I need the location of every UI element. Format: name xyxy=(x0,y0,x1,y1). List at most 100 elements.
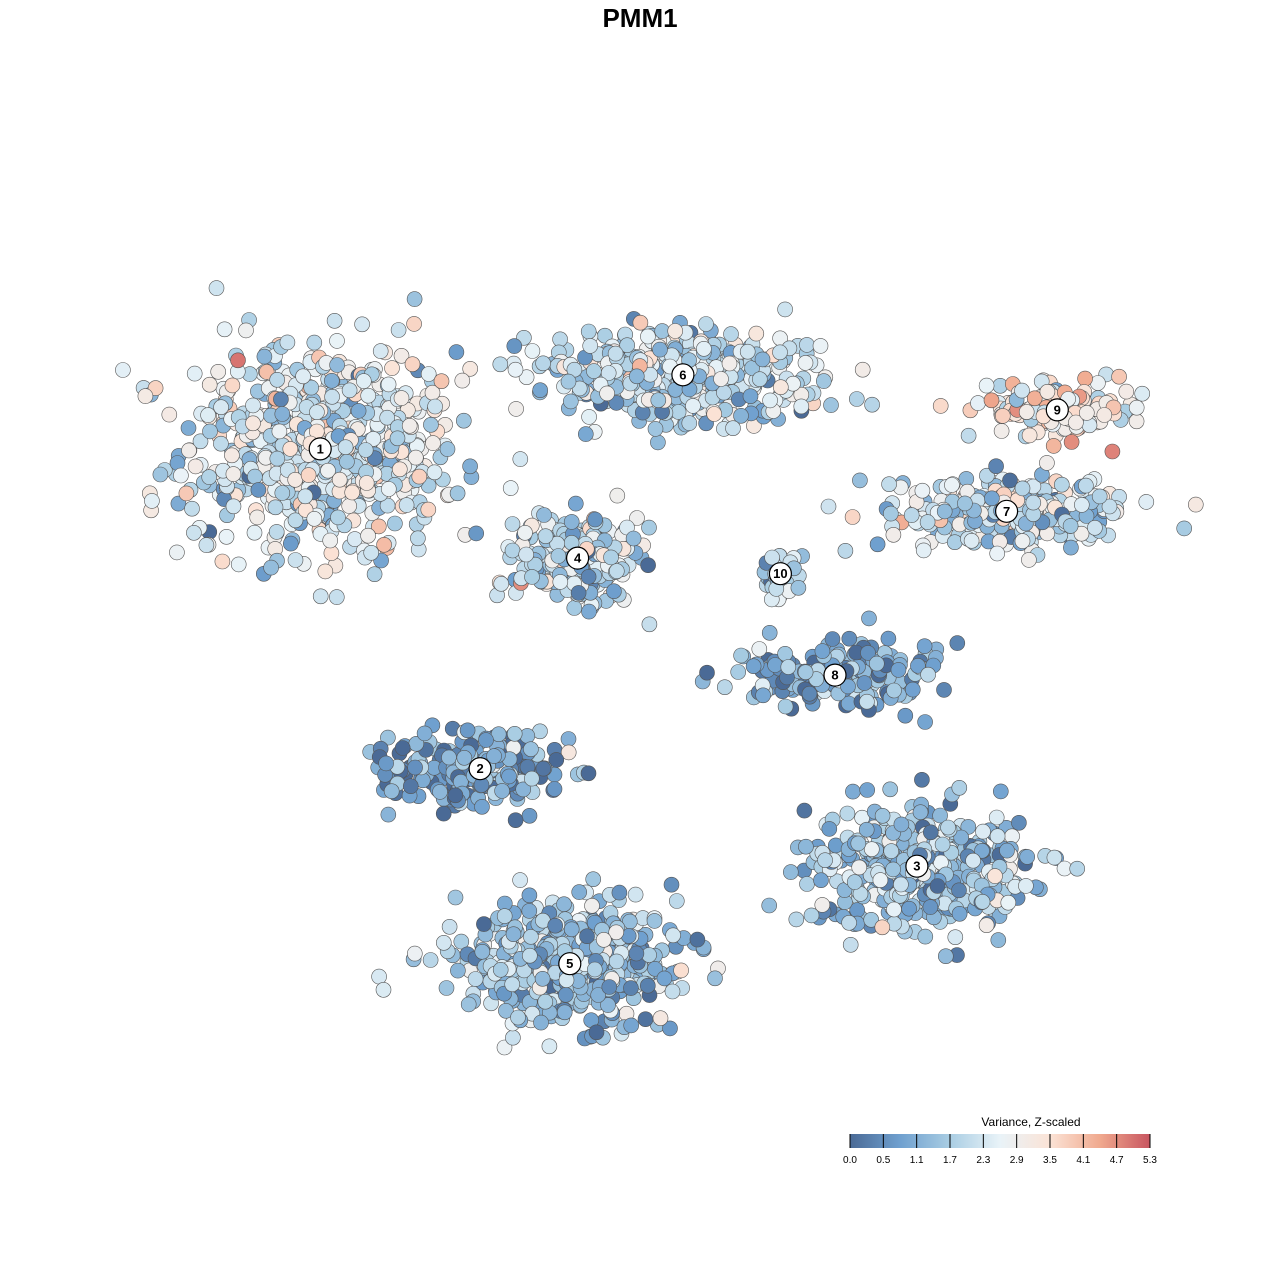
cell-point xyxy=(934,836,951,853)
cell-point xyxy=(623,1017,640,1034)
cell-point xyxy=(880,630,897,647)
cell-point xyxy=(801,685,818,702)
cell-point xyxy=(269,371,286,388)
cell-point xyxy=(869,536,886,553)
cell-point xyxy=(745,658,762,675)
cell-point xyxy=(250,482,267,498)
cluster-label-text: 5 xyxy=(566,956,573,971)
cell-point xyxy=(474,798,490,815)
cell-point xyxy=(628,945,645,962)
cell-point xyxy=(841,914,857,931)
cell-point xyxy=(210,363,226,380)
cell-point xyxy=(984,490,1000,507)
cell-point xyxy=(524,343,541,359)
cell-point xyxy=(837,542,854,559)
cell-point xyxy=(936,682,952,698)
cell-point xyxy=(587,511,603,528)
cell-point xyxy=(1025,494,1042,511)
cell-point xyxy=(893,816,910,833)
cell-point xyxy=(1046,849,1063,866)
cell-point xyxy=(585,871,602,888)
cell-point xyxy=(951,882,967,899)
cell-point xyxy=(562,393,579,410)
cell-point xyxy=(504,542,521,559)
cell-point xyxy=(390,322,407,338)
cell-point xyxy=(201,376,218,393)
cell-point xyxy=(846,874,863,890)
cell-point xyxy=(406,316,422,332)
cell-point xyxy=(937,948,954,965)
cell-point xyxy=(200,407,216,423)
cell-point xyxy=(354,316,370,333)
cell-point xyxy=(238,322,254,339)
legend-tick-label: 4.1 xyxy=(1076,1155,1090,1166)
cell-point xyxy=(580,765,597,782)
cell-point xyxy=(358,475,375,491)
cluster-label-text: 4 xyxy=(574,551,582,566)
cell-point xyxy=(350,403,367,419)
cell-point xyxy=(467,971,484,987)
cell-point xyxy=(960,427,977,444)
cell-point xyxy=(370,518,387,535)
cell-point xyxy=(748,325,765,342)
cell-point xyxy=(169,544,185,561)
cell-point xyxy=(685,398,701,414)
cell-point xyxy=(799,337,815,353)
cell-point xyxy=(1074,497,1090,513)
cell-point xyxy=(608,953,625,970)
legend-tick-label: 3.5 xyxy=(1043,1155,1057,1166)
cell-point xyxy=(213,435,229,452)
cell-point xyxy=(916,638,933,655)
cell-point xyxy=(360,387,377,404)
cell-point xyxy=(468,525,485,542)
cell-point xyxy=(391,461,408,478)
cell-point xyxy=(518,369,535,386)
legend-tick-label: 2.9 xyxy=(1010,1155,1024,1166)
cell-point xyxy=(387,515,403,532)
cell-point xyxy=(951,779,968,796)
cell-point xyxy=(821,821,838,837)
cell-point xyxy=(1104,443,1121,460)
cell-point xyxy=(341,382,358,399)
cell-point xyxy=(886,682,902,699)
cell-point xyxy=(820,498,837,515)
cell-point xyxy=(152,466,169,483)
cell-point xyxy=(560,731,577,747)
cell-point xyxy=(1069,860,1085,877)
cell-point xyxy=(914,771,930,788)
cell-point xyxy=(696,340,712,357)
cell-point xyxy=(1096,407,1113,423)
cell-point xyxy=(1138,494,1155,510)
cell-point xyxy=(850,835,867,852)
cell-point xyxy=(1063,434,1080,450)
cell-point xyxy=(218,528,235,545)
cell-point xyxy=(730,664,747,680)
cell-point xyxy=(1118,383,1135,400)
cell-point xyxy=(230,352,246,369)
cell-point xyxy=(411,468,428,485)
cluster-label-8: 8 xyxy=(823,663,847,687)
cell-point xyxy=(337,439,354,456)
cell-point xyxy=(521,947,538,964)
cell-point xyxy=(922,824,939,841)
cell-point xyxy=(814,897,831,913)
cell-point xyxy=(137,388,154,404)
cell-point xyxy=(537,993,554,1010)
cell-point xyxy=(476,916,492,932)
cell-point xyxy=(406,945,423,962)
cell-point xyxy=(699,664,715,681)
cell-point xyxy=(295,368,311,385)
cell-point xyxy=(940,819,956,836)
cell-point xyxy=(389,430,406,447)
cell-point xyxy=(581,409,597,425)
cell-point xyxy=(323,372,340,389)
cell-point xyxy=(245,397,261,414)
cell-point xyxy=(306,510,323,527)
cell-point xyxy=(965,852,981,869)
cell-point xyxy=(595,931,612,948)
cell-point xyxy=(535,355,551,372)
cell-point xyxy=(407,759,423,776)
cell-point xyxy=(556,896,572,913)
cell-point xyxy=(213,399,229,416)
legend-tick-label: 5.3 xyxy=(1143,1155,1157,1166)
